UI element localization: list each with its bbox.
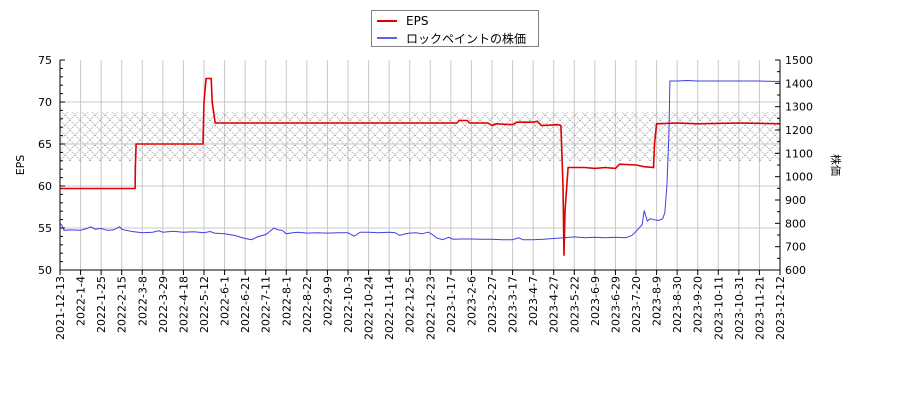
right-tick-label: 1000 [785,171,813,184]
x-tick-label: 2023-10-11 [712,276,725,340]
x-tick-label: 2022-8-1 [280,276,293,326]
x-tick-label: 2022-11-14 [383,276,396,340]
x-tick-label: 2022-12-5 [404,276,417,333]
x-tick-label: 2022-10-3 [342,276,355,333]
x-tick-label: 2022-1-25 [95,276,108,333]
stock-price-line [59,79,781,241]
x-tick-label: 2022-6-21 [239,276,252,333]
x-tick-label: 2023-5-22 [568,276,581,333]
x-tick-label: 2023-4-27 [548,276,561,333]
legend-item-stock-price: ロックペイントの株価 [372,30,526,46]
x-tick-label: 2022-12-23 [424,276,437,340]
right-tick-label: 1400 [785,77,813,90]
right-tick-label: 900 [785,194,806,207]
x-tick-label: 2023-4-7 [527,276,540,326]
x-tick-label: 2023-6-29 [609,276,622,333]
x-tick-label: 2023-2-6 [465,276,478,326]
x-tick-label: 2021-12-13 [54,276,67,340]
x-tick-label: 2023-10-31 [733,276,746,340]
x-tick-label: 2023-3-17 [507,276,520,333]
series-layer [59,77,781,256]
x-axis-ticks: 2021-12-13 2022-1-4 2022-1-25 2022-2-15 2022… [54,270,787,340]
x-tick-label: 2023-2-27 [486,276,499,333]
left-tick-label: 70 [38,96,52,109]
right-tick-label: 700 [785,241,806,254]
x-tick-label: 2022-7-11 [260,276,273,333]
x-tick-label: 2022-3-8 [136,276,149,326]
legend-swatch-stock-price [377,37,397,39]
x-tick-label: 2023-12-12 [774,276,787,340]
x-tick-label: 2022-9-9 [321,276,334,326]
right-tick-label: 800 [785,217,806,230]
legend-swatch-eps [377,20,397,22]
x-tick-label: 2023-7-20 [630,276,643,333]
x-tick-label: 2022-1-4 [75,276,88,326]
left-tick-label: 55 [38,222,52,235]
x-tick-label: 2022-8-22 [301,276,314,333]
right-axis-ticks: 600 700 800 900 1000 1100 1200 1300 1400 1500 [775,54,813,277]
x-tick-label: 2023-1-17 [445,276,458,333]
x-tick-label: 2023-9-20 [692,276,705,333]
hatched-band [60,112,780,162]
x-tick-label: 2023-8-30 [671,276,684,333]
x-tick-label: 2022-10-24 [363,276,376,340]
left-tick-label: 75 [38,54,52,67]
x-tick-label: 2022-6-1 [219,276,232,326]
left-tick-label: 60 [38,180,52,193]
grid-lines [60,60,780,270]
x-tick-label: 2022-3-29 [157,276,170,333]
right-tick-label: 600 [785,264,806,277]
x-tick-label: 2022-5-12 [198,276,211,333]
legend-label-eps: EPS [406,14,429,28]
eps-line [60,77,781,256]
x-tick-label: 2023-8-9 [651,276,664,326]
axes [59,60,781,271]
legend-item-eps: EPS [372,13,428,29]
left-tick-label: 65 [38,138,52,151]
x-tick-label: 2023-6-9 [589,276,602,326]
x-tick-label: 2023-11-21 [753,276,766,340]
legend-label-stock-price: ロックペイントの株価 [406,31,527,46]
right-tick-label: 1200 [785,124,813,137]
right-tick-label: 1100 [785,147,813,160]
left-tick-label: 50 [38,264,52,277]
right-axis-title: 株価 [829,154,843,176]
right-tick-label: 1300 [785,101,813,114]
left-axis-ticks: 50 55 60 65 70 75 [38,54,65,277]
legend: EPS ロックペイントの株価 [371,10,539,47]
right-tick-label: 1500 [785,54,813,67]
x-tick-label: 2022-4-18 [177,276,190,333]
x-tick-label: 2022-2-15 [116,276,129,333]
left-axis-title: EPS [14,155,27,176]
